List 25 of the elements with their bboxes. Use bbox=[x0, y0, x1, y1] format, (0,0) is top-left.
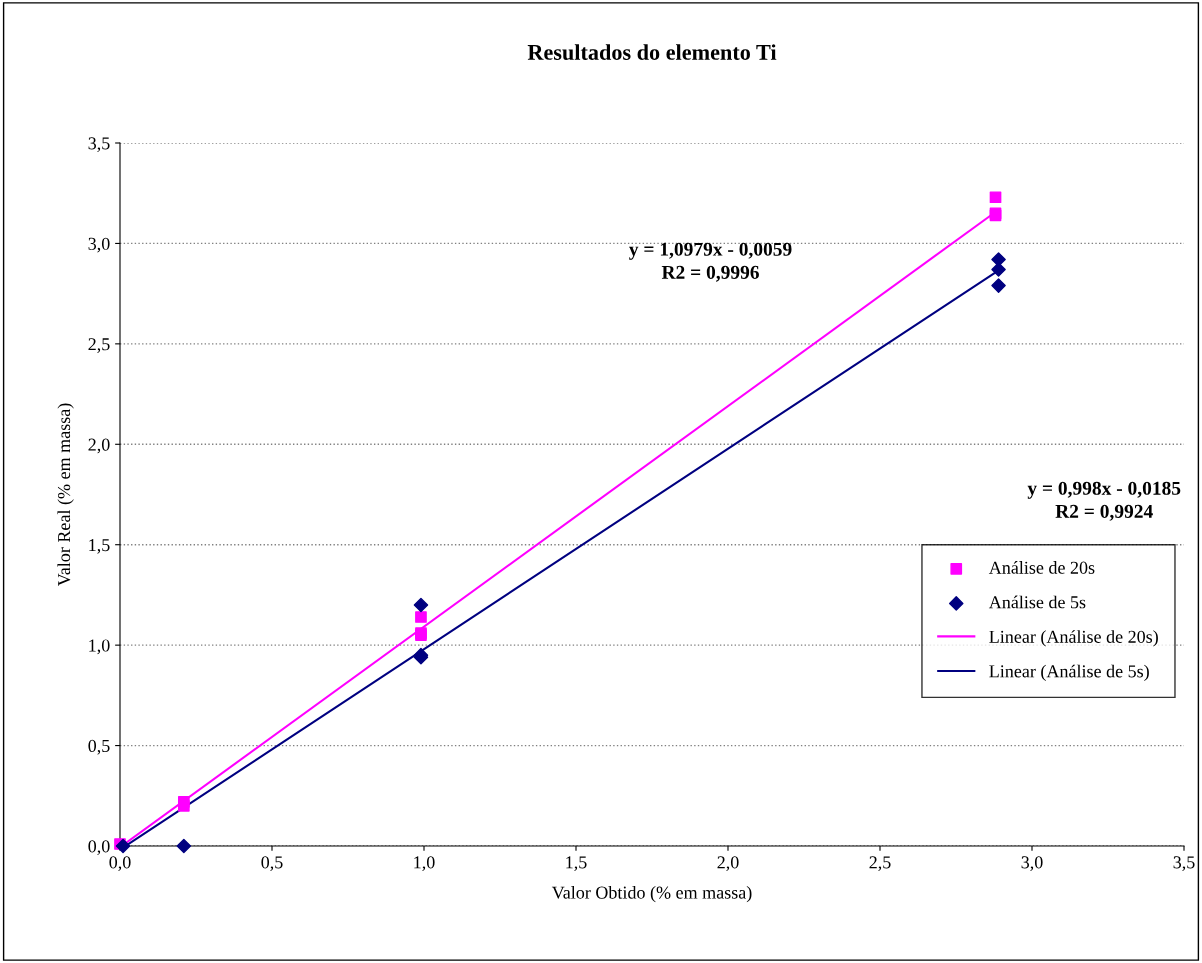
annotation: y = 0,998x - 0,0185 R2 = 0,9924 bbox=[1027, 481, 1181, 521]
y-tick-label: 2,5 bbox=[88, 338, 110, 353]
x-tick-label: 2,5 bbox=[869, 856, 891, 872]
legend-label: Análise de 20s bbox=[988, 561, 1095, 574]
y-tick-label: 0,5 bbox=[88, 739, 110, 755]
y-tick-label: 3,0 bbox=[88, 237, 110, 253]
x-tick-label: 1,5 bbox=[566, 856, 587, 872]
annotation: y = 1,0979x - 0,0059 R2 = 0,9996 bbox=[629, 242, 792, 282]
y-tick-label: 1,5 bbox=[89, 539, 110, 554]
x-tick-label: 0,5 bbox=[261, 856, 283, 872]
legend-label: Linear (Análise de 5s) bbox=[989, 664, 1149, 682]
legend-label: Linear (Análise de 20s) bbox=[989, 630, 1158, 647]
x-tick-label: 1,0 bbox=[414, 856, 435, 872]
chart-title: Resultados do elemento Ti bbox=[527, 44, 777, 60]
y-axis-title: Valor Real (% em massa) bbox=[57, 403, 74, 587]
x-tick-label: 3,0 bbox=[1021, 856, 1043, 872]
y-tick-label: 2,0 bbox=[88, 438, 110, 454]
y-tick-label: 1,0 bbox=[89, 639, 110, 655]
x-tick-label: 3,5 bbox=[1173, 856, 1195, 872]
x-tick-label: 0,0 bbox=[109, 856, 131, 872]
x-tick-label: 2,0 bbox=[717, 856, 739, 872]
legend-label: Análise de 5s bbox=[988, 595, 1086, 609]
x-axis-title: Valor Obtido (% em massa) bbox=[551, 885, 752, 903]
y-tick-label: 0,0 bbox=[88, 840, 110, 856]
y-tick-label: 3,5 bbox=[88, 137, 110, 153]
